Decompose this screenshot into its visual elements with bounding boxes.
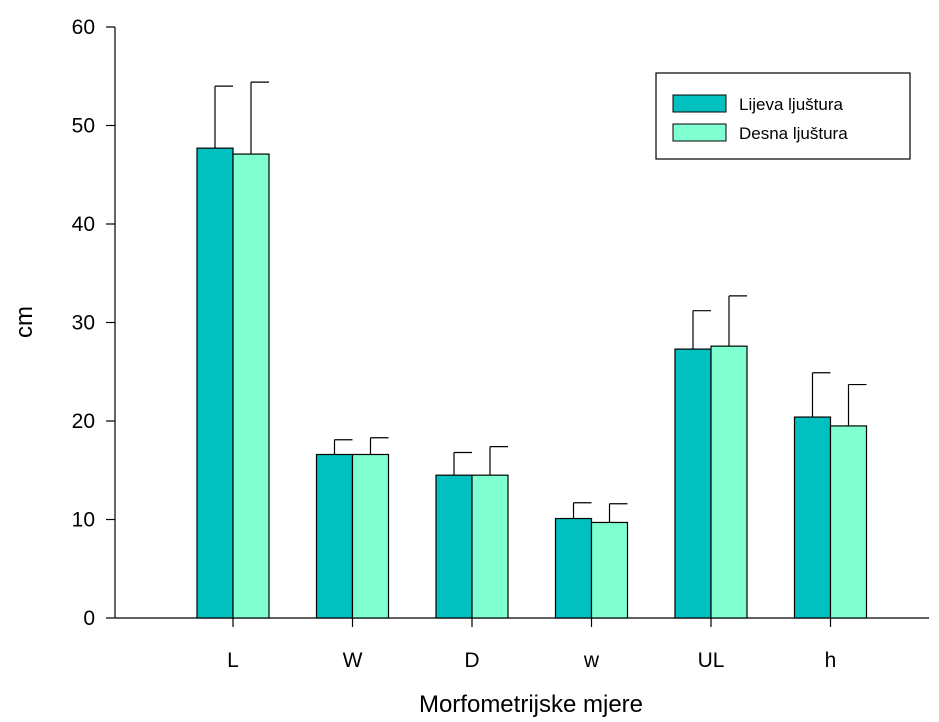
bars <box>196 147 868 619</box>
y-tick-label: 50 <box>72 115 95 138</box>
bar-desna <box>351 453 390 619</box>
legend: Lijeva ljuštura Desna ljuštura <box>655 72 911 160</box>
y-axis-ticks: 0 10 20 30 40 50 60 <box>72 16 115 630</box>
bar-lijeva <box>315 453 354 619</box>
y-axis-title: cm <box>11 306 38 338</box>
bar-desna <box>710 345 748 619</box>
error-bars <box>214 81 867 523</box>
y-tick-label: 0 <box>83 607 95 630</box>
x-tick-label: D <box>464 649 479 672</box>
legend-label-desna: Desna ljuštura <box>739 124 848 143</box>
y-tick-label: 30 <box>72 312 95 335</box>
x-tick-label: h <box>825 649 837 672</box>
bar-lijeva <box>196 147 234 619</box>
bar-desna <box>471 474 509 619</box>
y-tick-label: 20 <box>72 410 95 433</box>
legend-label-lijeva: Lijeva ljuštura <box>739 95 843 114</box>
y-tick-label: 60 <box>72 16 95 39</box>
bar-desna <box>590 521 629 619</box>
x-tick-label: W <box>343 649 363 672</box>
y-tick-label: 40 <box>72 213 95 236</box>
legend-swatch-desna <box>672 123 727 142</box>
bar-desna <box>232 153 270 619</box>
bar-lijeva <box>793 416 832 619</box>
bar-desna <box>829 425 868 619</box>
y-tick-label: 10 <box>72 509 95 532</box>
bar-lijeva <box>554 517 593 619</box>
legend-swatch-lijeva <box>672 94 727 113</box>
x-axis-title: Morfometrijske mjere <box>419 691 643 718</box>
x-tick-label: UL <box>698 649 725 672</box>
x-tick-label: L <box>227 649 239 672</box>
legend-box <box>655 72 911 160</box>
x-tick-label: w <box>583 649 600 672</box>
bar-lijeva <box>435 474 473 619</box>
bar-lijeva <box>674 348 712 619</box>
